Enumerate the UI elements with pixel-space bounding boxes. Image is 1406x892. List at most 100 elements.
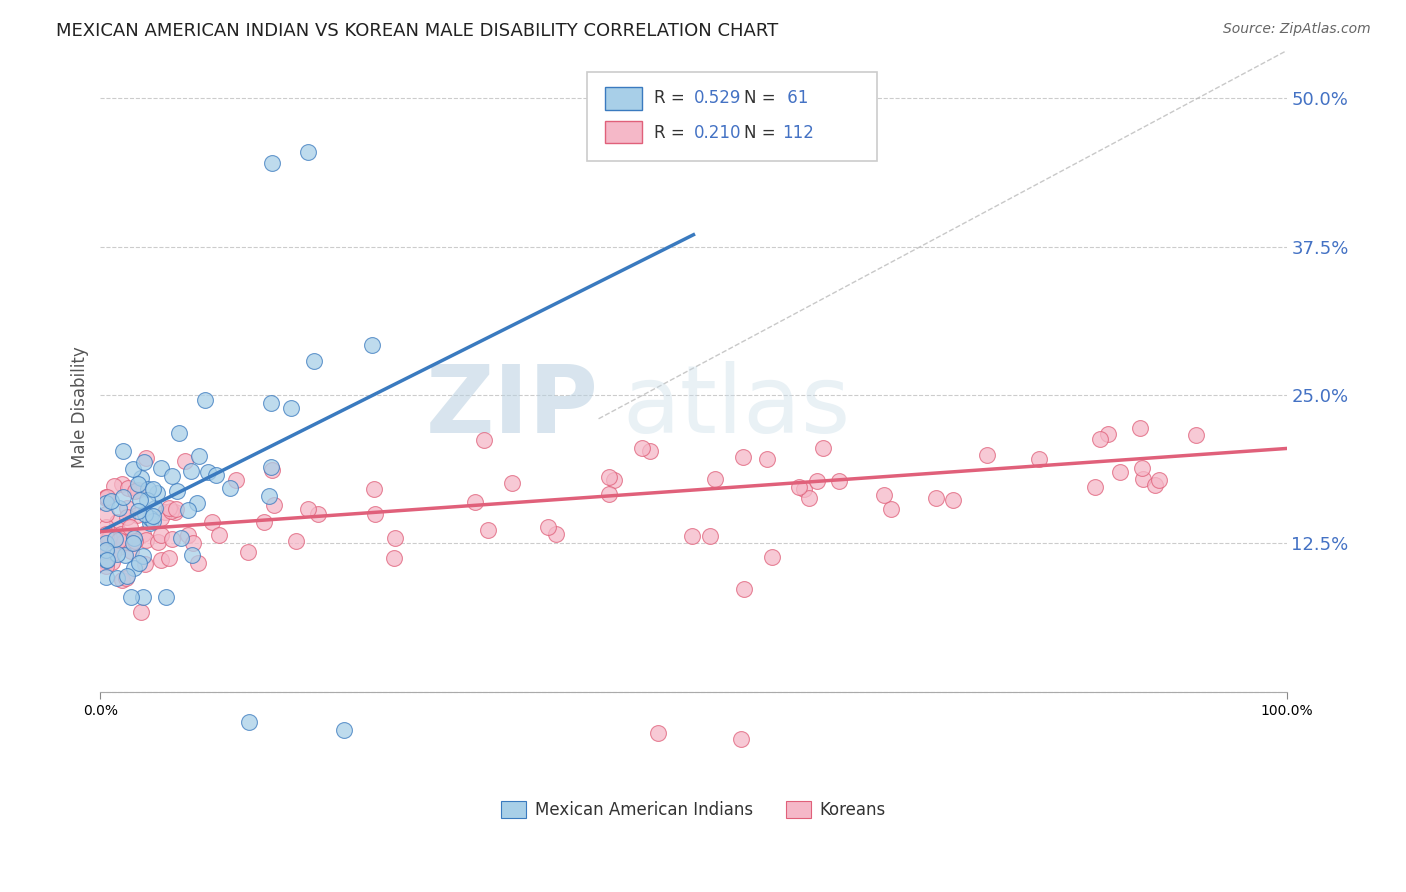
Point — [112, 490, 135, 504]
Point — [121, 531, 143, 545]
Point — [363, 507, 385, 521]
Point — [238, 714, 260, 729]
Point — [103, 532, 125, 546]
Point — [131, 470, 153, 484]
Point — [180, 464, 202, 478]
Point — [170, 531, 193, 545]
Text: atlas: atlas — [623, 361, 851, 453]
Point — [1028, 451, 1050, 466]
Point — [96, 553, 118, 567]
Point — [177, 528, 200, 542]
Point — [225, 473, 247, 487]
Point — [110, 527, 132, 541]
Point — [647, 726, 669, 740]
Point — [100, 527, 122, 541]
Point — [1130, 461, 1153, 475]
Text: MEXICAN AMERICAN INDIAN VS KOREAN MALE DISABILITY CORRELATION CHART: MEXICAN AMERICAN INDIAN VS KOREAN MALE D… — [56, 22, 779, 40]
FancyBboxPatch shape — [605, 120, 643, 144]
Point — [477, 523, 499, 537]
Point — [174, 454, 197, 468]
Point — [149, 528, 172, 542]
Point — [120, 544, 142, 558]
Point — [598, 487, 620, 501]
Point — [115, 500, 138, 515]
Point — [124, 561, 146, 575]
Point — [131, 527, 153, 541]
Point — [103, 541, 125, 556]
Text: 0.210: 0.210 — [693, 124, 741, 142]
Point — [756, 452, 779, 467]
Point — [96, 507, 118, 521]
Point — [1185, 427, 1208, 442]
Point — [464, 495, 486, 509]
Point — [120, 590, 142, 604]
Point — [925, 491, 948, 505]
Point — [188, 449, 211, 463]
Point — [98, 529, 121, 543]
Point — [165, 504, 187, 518]
Point — [806, 475, 828, 489]
Point — [96, 542, 118, 557]
Point — [208, 528, 231, 542]
Text: 0.529: 0.529 — [693, 89, 741, 107]
Point — [132, 549, 155, 563]
Point — [828, 474, 851, 488]
Point — [135, 451, 157, 466]
Point — [1132, 472, 1154, 486]
Point — [96, 545, 118, 559]
Point — [135, 533, 157, 547]
Point — [361, 337, 384, 351]
Point — [149, 461, 172, 475]
Point — [332, 723, 354, 737]
Y-axis label: Male Disability: Male Disability — [72, 346, 89, 467]
Point — [733, 582, 755, 597]
Point — [138, 482, 160, 496]
Point — [280, 401, 302, 416]
Point — [129, 493, 152, 508]
Point — [101, 555, 124, 569]
Point — [132, 455, 155, 469]
Point — [103, 479, 125, 493]
Point — [96, 559, 118, 574]
Point — [1129, 421, 1152, 435]
Point — [96, 520, 118, 534]
Point — [121, 462, 143, 476]
Point — [253, 515, 276, 529]
Point — [127, 483, 149, 498]
Point — [1143, 478, 1166, 492]
Point — [115, 569, 138, 583]
Point — [704, 471, 727, 485]
Point — [160, 468, 183, 483]
FancyBboxPatch shape — [586, 72, 877, 161]
Point — [134, 558, 156, 572]
Point — [761, 550, 783, 565]
Point — [107, 515, 129, 529]
Point — [260, 460, 283, 475]
Point — [501, 476, 523, 491]
Point — [1097, 426, 1119, 441]
Point — [105, 547, 128, 561]
Point — [263, 498, 285, 512]
Point — [128, 556, 150, 570]
Point — [146, 485, 169, 500]
Point — [472, 433, 495, 447]
Point — [131, 606, 153, 620]
Point — [96, 490, 118, 504]
Point — [96, 555, 118, 569]
Point — [134, 507, 156, 521]
Point — [631, 441, 654, 455]
Text: 112: 112 — [782, 124, 814, 142]
Point — [128, 504, 150, 518]
Point — [111, 477, 134, 491]
Point — [155, 590, 177, 604]
Point — [97, 532, 120, 546]
Point — [111, 574, 134, 588]
Point — [115, 509, 138, 524]
Point — [111, 444, 134, 458]
Point — [201, 516, 224, 530]
FancyBboxPatch shape — [605, 87, 643, 110]
Point — [107, 571, 129, 585]
Point — [681, 529, 703, 543]
Point — [598, 470, 620, 484]
Point — [187, 556, 209, 570]
